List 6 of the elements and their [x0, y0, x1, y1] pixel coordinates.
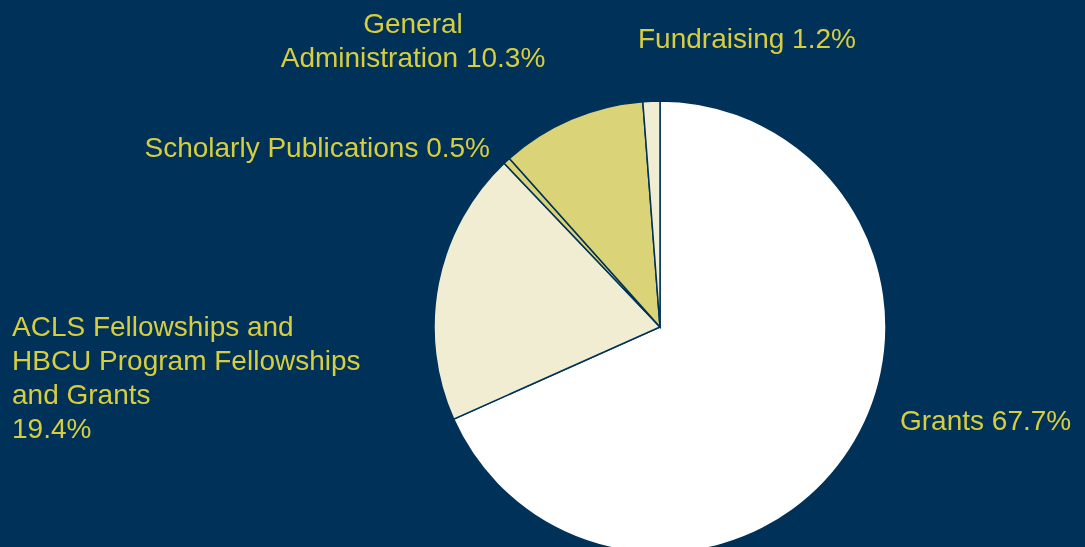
slice-label: ACLS Fellowships and HBCU Program Fellowships and Grants: [12, 311, 361, 410]
slice-label: Scholarly Publications 0.5%: [144, 132, 490, 163]
slice-label: Grants 67.7%: [900, 405, 1072, 436]
slice-label: Fundraising 1.2%: [638, 23, 856, 54]
data-label: 19.4%: [12, 413, 92, 444]
slice-label: General Administration 10.3%: [280, 8, 546, 73]
